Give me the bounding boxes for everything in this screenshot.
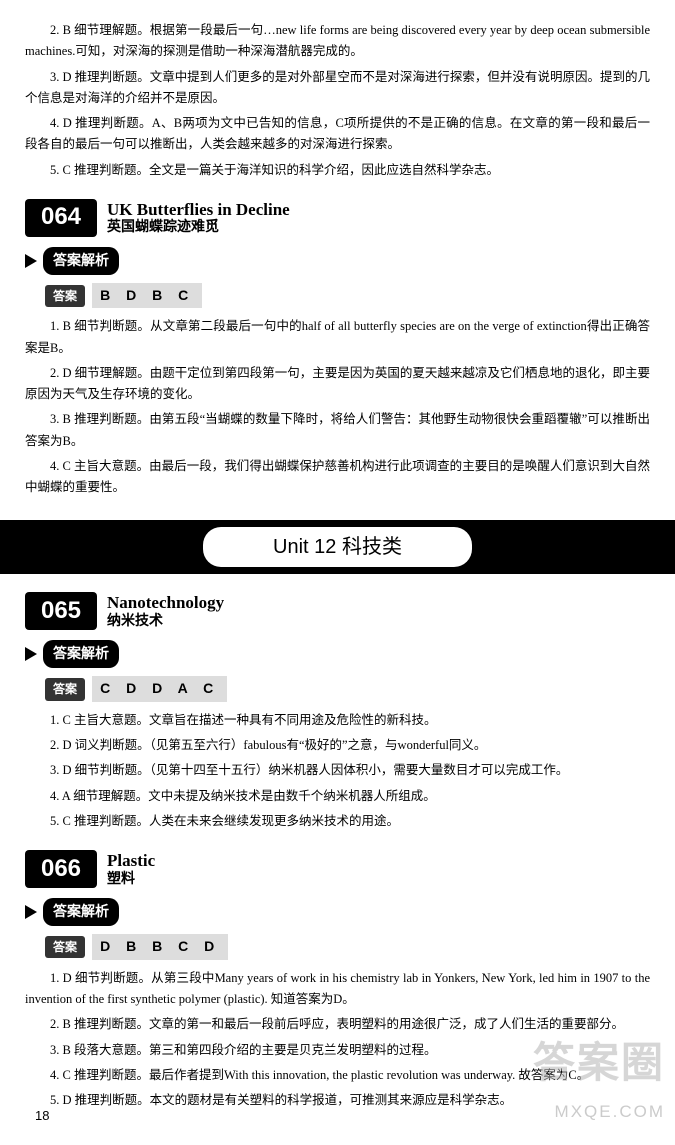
section-066-header: 066 Plastic 塑料: [25, 850, 650, 888]
s066-p3: 3. B 段落大意题。第三和第四段介绍的主要是贝克兰发明塑料的过程。: [25, 1040, 650, 1061]
section-title-en: Nanotechnology: [107, 594, 224, 613]
answer-keys: C D D A C: [92, 676, 227, 702]
section-number: 066: [25, 850, 97, 888]
s065-p3: 3. D 细节判断题。（见第十四至十五行）纳米机器人因体积小，需要大量数目才可以…: [25, 760, 650, 781]
answer-header: 答案解析: [25, 640, 650, 668]
s064-p1: 1. B 细节判断题。从文章第二段最后一句中的half of all butte…: [25, 316, 650, 359]
unit-bar: Unit 12 科技类: [0, 520, 675, 574]
s064-p3: 3. B 推理判断题。由第五段“当蝴蝶的数量下降时，将给人们警告：其他野生动物很…: [25, 409, 650, 452]
answer-label: 答案解析: [43, 898, 119, 926]
answer-keys-row: 答案 B D B C: [45, 283, 650, 309]
unit-label: Unit 12 科技类: [203, 527, 472, 567]
s066-p1: 1. D 细节判断题。从第三段中Many years of work in hi…: [25, 968, 650, 1011]
answer-label: 答案解析: [43, 247, 119, 275]
s065-p1: 1. C 主旨大意题。文章旨在描述一种具有不同用途及危险性的新科技。: [25, 710, 650, 731]
section-title-zh: 塑料: [107, 871, 155, 886]
page-number: 18: [35, 1105, 49, 1127]
answer-keys-row: 答案 C D D A C: [45, 676, 650, 702]
section-title-zh: 纳米技术: [107, 613, 224, 628]
intro-p1: 2. B 细节理解题。根据第一段最后一句…new life forms are …: [25, 20, 650, 63]
s064-p4: 4. C 主旨大意题。由最后一段，我们得出蝴蝶保护慈善机构进行此项调查的主要目的…: [25, 456, 650, 499]
intro-p4: 5. C 推理判断题。全文是一篇关于海洋知识的科学介绍，因此应选自然科学杂志。: [25, 160, 650, 181]
key-label: 答案: [45, 285, 85, 307]
s065-p4: 4. A 细节理解题。文中未提及纳米技术是由数千个纳米机器人所组成。: [25, 786, 650, 807]
triangle-icon: [25, 647, 37, 661]
section-title-en: Plastic: [107, 852, 155, 871]
intro-p3: 4. D 推理判断题。A、B两项为文中已告知的信息，C项所提供的不是正确的信息。…: [25, 113, 650, 156]
s064-p2: 2. D 细节理解题。由题干定位到第四段第一句，主要是因为英国的夏天越来越凉及它…: [25, 363, 650, 406]
triangle-icon: [25, 905, 37, 919]
intro-block: 2. B 细节理解题。根据第一段最后一句…new life forms are …: [25, 20, 650, 181]
key-label: 答案: [45, 936, 85, 958]
watermark-line1: 答案圈: [533, 1027, 665, 1098]
triangle-icon: [25, 254, 37, 268]
s066-p2: 2. B 推理判断题。文章的第一和最后一段前后呼应，表明塑料的用途很广泛，成了人…: [25, 1014, 650, 1035]
section-064-header: 064 UK Butterflies in Decline 英国蝴蝶踪迹难觅: [25, 199, 650, 237]
answer-header: 答案解析: [25, 247, 650, 275]
s066-p5: 5. D 推理判断题。本文的题材是有关塑料的科学报道，可推测其来源应是科学杂志。: [25, 1090, 650, 1111]
answer-label: 答案解析: [43, 640, 119, 668]
key-label: 答案: [45, 678, 85, 700]
s066-p4: 4. C 推理判断题。最后作者提到With this innovation, t…: [25, 1065, 650, 1086]
section-number: 064: [25, 199, 97, 237]
section-title-zh: 英国蝴蝶踪迹难觅: [107, 219, 290, 234]
intro-p2: 3. D 推理判断题。文章中提到人们更多的是对外部星空而不是对深海进行探索，但并…: [25, 67, 650, 110]
section-number: 065: [25, 592, 97, 630]
section-065-header: 065 Nanotechnology 纳米技术: [25, 592, 650, 630]
section-title-en: UK Butterflies in Decline: [107, 201, 290, 220]
answer-keys: B D B C: [92, 283, 202, 309]
s065-p5: 5. C 推理判断题。人类在未来会继续发现更多纳米技术的用途。: [25, 811, 650, 832]
s065-p2: 2. D 词义判断题。（见第五至六行）fabulous有“极好的”之意，与won…: [25, 735, 650, 756]
answer-header: 答案解析: [25, 898, 650, 926]
